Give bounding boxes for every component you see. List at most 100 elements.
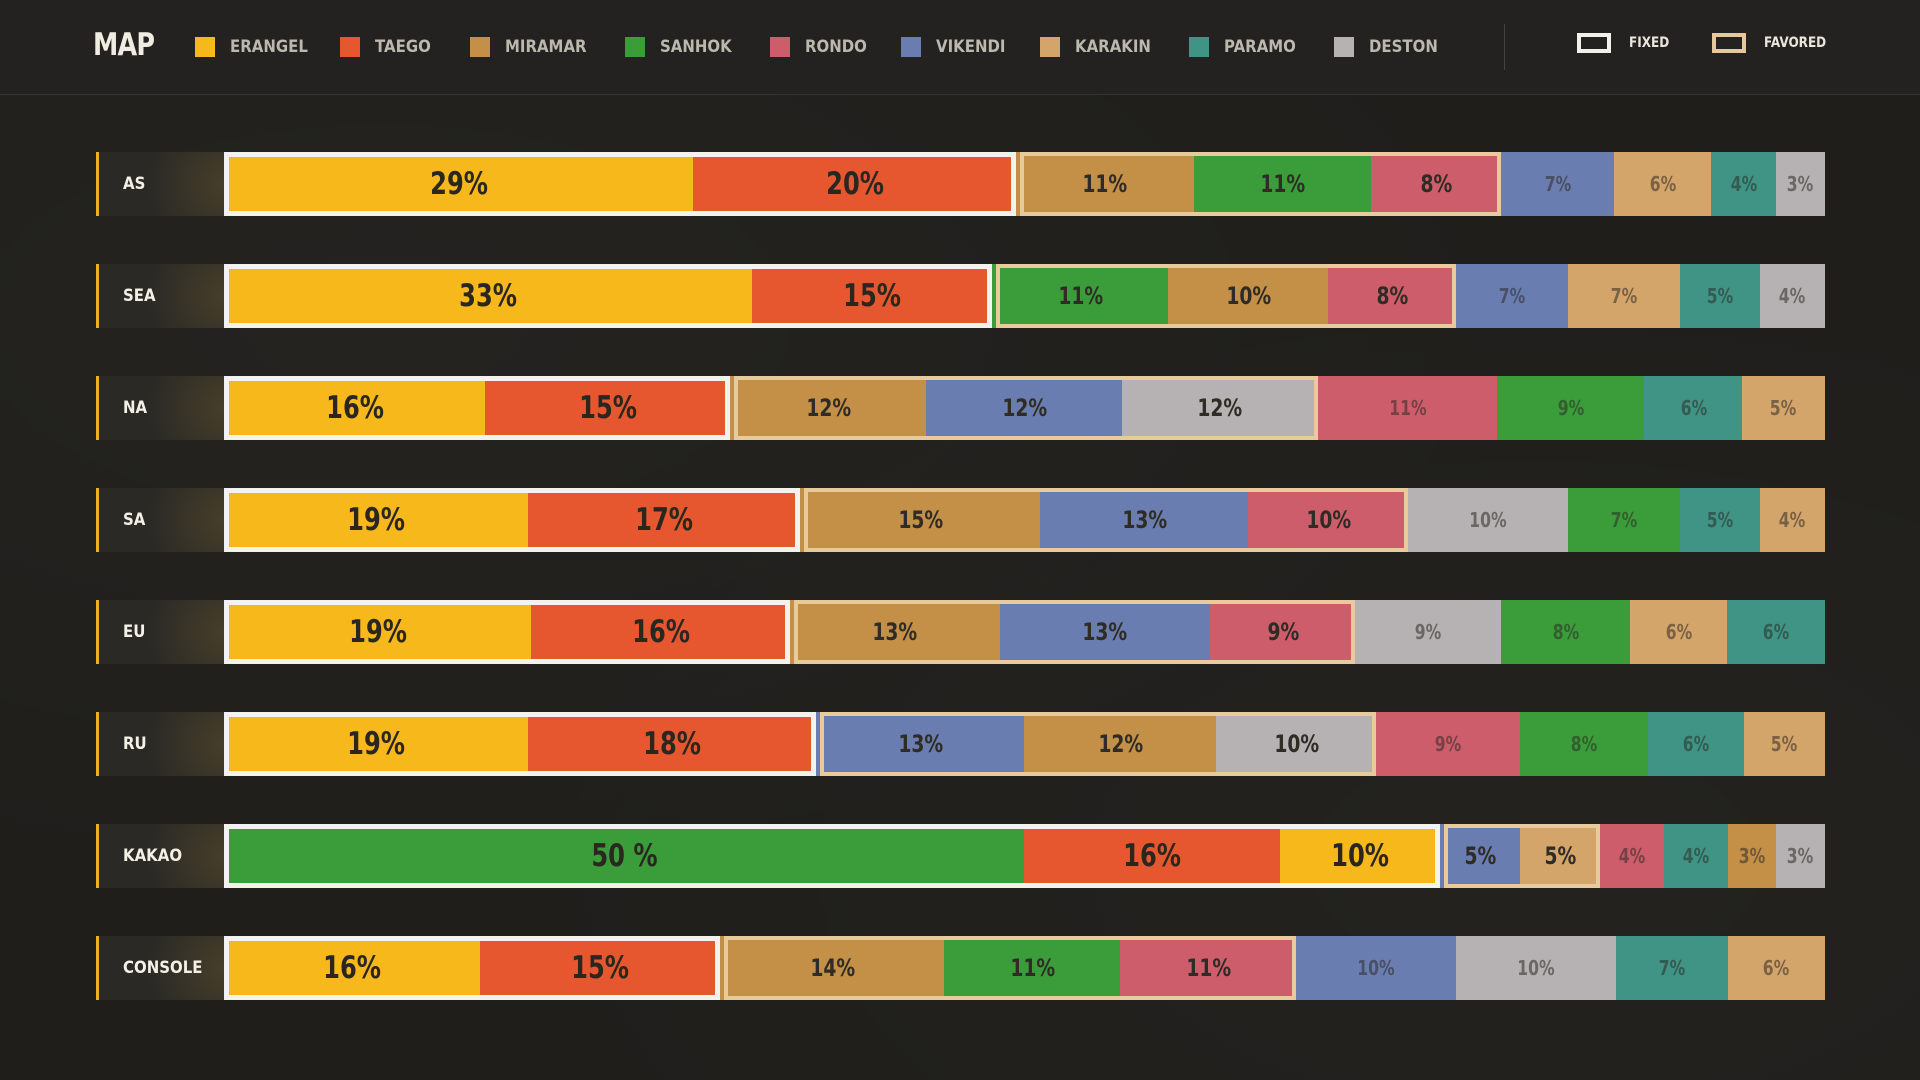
- legend-item-sanhok: SANHOK: [625, 35, 741, 59]
- fixed-key-label: FIXED: [1629, 35, 1670, 51]
- bar-segment-taego: 16%: [1024, 824, 1281, 888]
- key-favored: FAVORED: [1712, 33, 1836, 53]
- bar-segment-vikendi: 13%: [1040, 488, 1249, 552]
- segment-value-label: 12%: [1097, 730, 1143, 758]
- segment-value-label: 12%: [1197, 394, 1243, 422]
- stacked-bar: 16% 15% 12% 12% 12% 11% 9% 6% 5%: [224, 376, 1825, 440]
- bar-segment-rondo: 9%: [1376, 712, 1521, 776]
- legend-label: RONDO: [805, 37, 867, 57]
- legend-swatch: [470, 37, 490, 57]
- segment-value-label: 4%: [1779, 508, 1806, 532]
- segment-value-label: 12%: [805, 394, 851, 422]
- legend-divider: [1504, 24, 1505, 70]
- bar-segment-vikendi: 13%: [816, 712, 1025, 776]
- segment-value-label: 9%: [1266, 618, 1299, 646]
- region-label-box: SA: [96, 488, 224, 552]
- legend-item-taego: TAEGO: [340, 35, 438, 59]
- segment-value-label: 7%: [1611, 284, 1638, 308]
- bar-segment-vikendi: 12%: [926, 376, 1123, 440]
- segment-value-label: 8%: [1571, 732, 1598, 756]
- legend-swatch: [770, 37, 790, 57]
- bar-segment-taego: 15%: [485, 376, 731, 440]
- segment-value-label: 15%: [897, 506, 943, 534]
- stacked-bar: 33% 15% 11% 10% 8% 7% 7% 5% 4%: [224, 264, 1825, 328]
- segment-value-label: 10%: [1225, 282, 1271, 310]
- segment-value-label: 13%: [1121, 506, 1167, 534]
- bar-segment-sanhok: 11%: [992, 264, 1169, 328]
- key-fixed: FIXED: [1577, 33, 1676, 53]
- bar-segment-erangel: 19%: [224, 600, 532, 664]
- segment-value-label: 7%: [1611, 508, 1638, 532]
- favored-key-label: FAVORED: [1764, 35, 1827, 51]
- bar-segment-vikendi: 13%: [999, 600, 1211, 664]
- segment-value-label: 3%: [1787, 844, 1814, 868]
- segment-value-label: 6%: [1649, 172, 1676, 196]
- bar-segment-deston: 4%: [1760, 264, 1825, 328]
- bar-segment-rondo: 4%: [1600, 824, 1665, 888]
- bar-segment-paramo: 4%: [1710, 152, 1777, 216]
- region-row-sea: SEA 33% 15% 11% 10% 8% 7% 7% 5% 4%: [96, 264, 1825, 328]
- segment-value-label: 17%: [635, 502, 694, 538]
- bar-segment-miramar: 12%: [730, 376, 927, 440]
- segment-value-label: 16%: [1123, 838, 1182, 874]
- bar-segment-vikendi: 5%: [1440, 824, 1521, 888]
- bar-segment-erangel: 29%: [224, 152, 694, 216]
- page-title: MAP: [93, 27, 155, 63]
- bar-segment-erangel: 16%: [224, 376, 486, 440]
- legend-swatch: [1334, 37, 1354, 57]
- segment-value-label: 10%: [1331, 838, 1390, 874]
- favored-key-box: [1712, 33, 1746, 53]
- bar-segment-karakin: 6%: [1630, 600, 1728, 664]
- region-label: CONSOLE: [123, 958, 203, 978]
- region-label: KAKAO: [123, 846, 183, 866]
- segment-value-label: 3%: [1786, 172, 1814, 196]
- bar-segment-deston: 10%: [1456, 936, 1617, 1000]
- bar-segment-paramo: 5%: [1680, 264, 1761, 328]
- segment-value-label: 7%: [1499, 284, 1526, 308]
- bar-segment-karakin: 7%: [1568, 264, 1681, 328]
- region-label: RU: [123, 734, 147, 754]
- bar-segment-miramar: 12%: [1024, 712, 1217, 776]
- segment-value-label: 33%: [459, 278, 518, 314]
- region-label-box: AS: [96, 152, 224, 216]
- region-label: SEA: [123, 286, 156, 306]
- bar-segment-deston: 10%: [1216, 712, 1377, 776]
- segment-value-label: 5%: [1707, 284, 1734, 308]
- legend-swatch: [901, 37, 921, 57]
- segment-value-label: 10%: [1273, 730, 1319, 758]
- bar-segment-rondo: 8%: [1328, 264, 1457, 328]
- segment-value-label: 10%: [1469, 508, 1507, 532]
- segment-value-label: 6%: [1683, 732, 1710, 756]
- region-row-kakao: KAKAO 50 % 16% 10% 5% 5% 4% 4% 3% 3%: [96, 824, 1825, 888]
- bar-segment-vikendi: 10%: [1296, 936, 1457, 1000]
- bar-segment-karakin: 5%: [1744, 712, 1825, 776]
- region-row-as: AS 29% 20% 11% 11% 8% 7% 6% 4% 3%: [96, 152, 1825, 216]
- bar-segment-rondo: 9%: [1209, 600, 1356, 664]
- bar-segment-karakin: 4%: [1760, 488, 1825, 552]
- legend-item-erangel: ERANGEL: [195, 35, 319, 59]
- segment-value-label: 6%: [1763, 956, 1790, 980]
- segment-value-label: 13%: [897, 730, 943, 758]
- region-label-box: SEA: [96, 264, 224, 328]
- bar-segment-taego: 18%: [528, 712, 817, 776]
- segment-value-label: 19%: [347, 726, 406, 762]
- legend-label: KARAKIN: [1075, 37, 1151, 57]
- segment-value-label: 4%: [1683, 844, 1710, 868]
- bar-segment-paramo: 5%: [1680, 488, 1761, 552]
- region-label: AS: [123, 174, 146, 194]
- legend-label: PARAMO: [1224, 37, 1296, 57]
- stacked-bar: 29% 20% 11% 11% 8% 7% 6% 4% 3%: [224, 152, 1825, 216]
- bar-segment-miramar: 14%: [720, 936, 945, 1000]
- segment-value-label: 11%: [1389, 396, 1427, 420]
- bar-segment-erangel: 10%: [1280, 824, 1441, 888]
- header-bar: MAP ERANGEL TAEGO MIRAMAR SANHOK RONDO VIKEND…: [0, 0, 1920, 95]
- bar-segment-sanhok: 50 %: [224, 824, 1025, 888]
- segment-value-label: 8%: [1420, 170, 1453, 198]
- legend-label: VIKENDI: [936, 37, 1006, 57]
- segment-value-label: 5%: [1544, 842, 1577, 870]
- segment-value-label: 4%: [1730, 172, 1757, 196]
- region-label-box: KAKAO: [96, 824, 224, 888]
- segment-value-label: 11%: [1260, 170, 1306, 198]
- segment-value-label: 12%: [1001, 394, 1047, 422]
- segment-value-label: 29%: [429, 166, 488, 202]
